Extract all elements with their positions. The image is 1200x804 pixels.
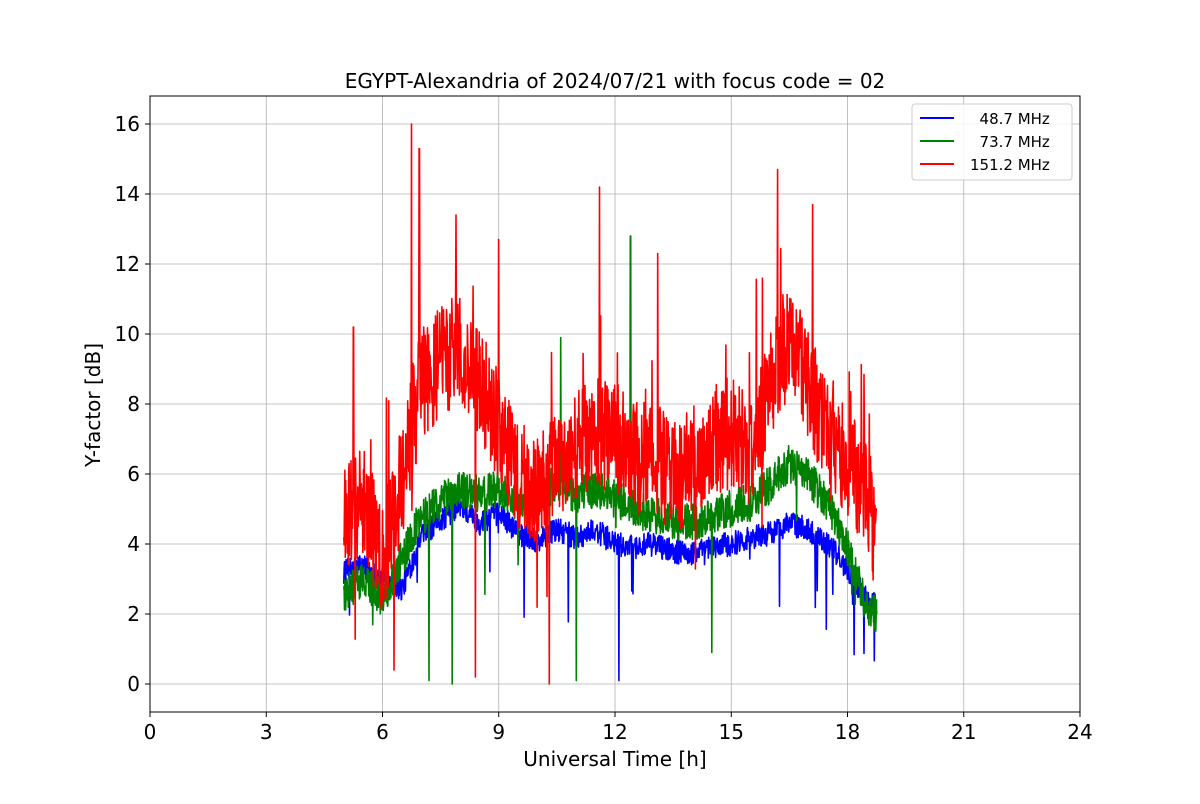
y-tick-label: 10 [115, 322, 140, 346]
x-axis-label: Universal Time [h] [523, 747, 706, 771]
y-axis-ticks: 0 2 4 6 8 10 12 14 16 [115, 112, 150, 696]
legend-box [911, 103, 1073, 181]
y-tick-label: 0 [127, 672, 140, 696]
legend-label: 151.2 MHz [970, 156, 1050, 174]
x-tick-label: 3 [260, 720, 273, 744]
y-tick-label: 4 [127, 532, 140, 556]
y-tick-label: 6 [127, 462, 140, 486]
series-line [343, 235, 878, 685]
x-tick-label: 12 [602, 720, 627, 744]
legend: 48.7 MHz 73.7 MHz 151.2 MHz [911, 103, 1073, 181]
x-tick-label: 9 [492, 720, 505, 744]
x-tick-label: 24 [1067, 720, 1092, 744]
x-tick-label: 0 [144, 720, 157, 744]
y-tick-label: 14 [115, 182, 140, 206]
series-layer [343, 123, 878, 685]
x-tick-label: 18 [835, 720, 860, 744]
legend-label: 48.7 MHz [970, 110, 1050, 128]
x-tick-label: 6 [376, 720, 389, 744]
y-tick-label: 2 [127, 602, 140, 626]
chart-title: EGYPT-Alexandria of 2024/07/21 with focu… [345, 69, 886, 93]
series-line [343, 123, 878, 685]
y-tick-label: 8 [127, 392, 140, 416]
x-tick-label: 15 [719, 720, 744, 744]
x-tick-label: 21 [951, 720, 976, 744]
x-axis-ticks: 0 3 6 9 12 15 18 21 24 [144, 712, 1093, 744]
y-axis-label: Y-factor [dB] [81, 343, 105, 468]
y-tick-label: 16 [115, 112, 140, 136]
y-tick-label: 12 [115, 252, 140, 276]
legend-label: 73.7 MHz [970, 133, 1050, 151]
